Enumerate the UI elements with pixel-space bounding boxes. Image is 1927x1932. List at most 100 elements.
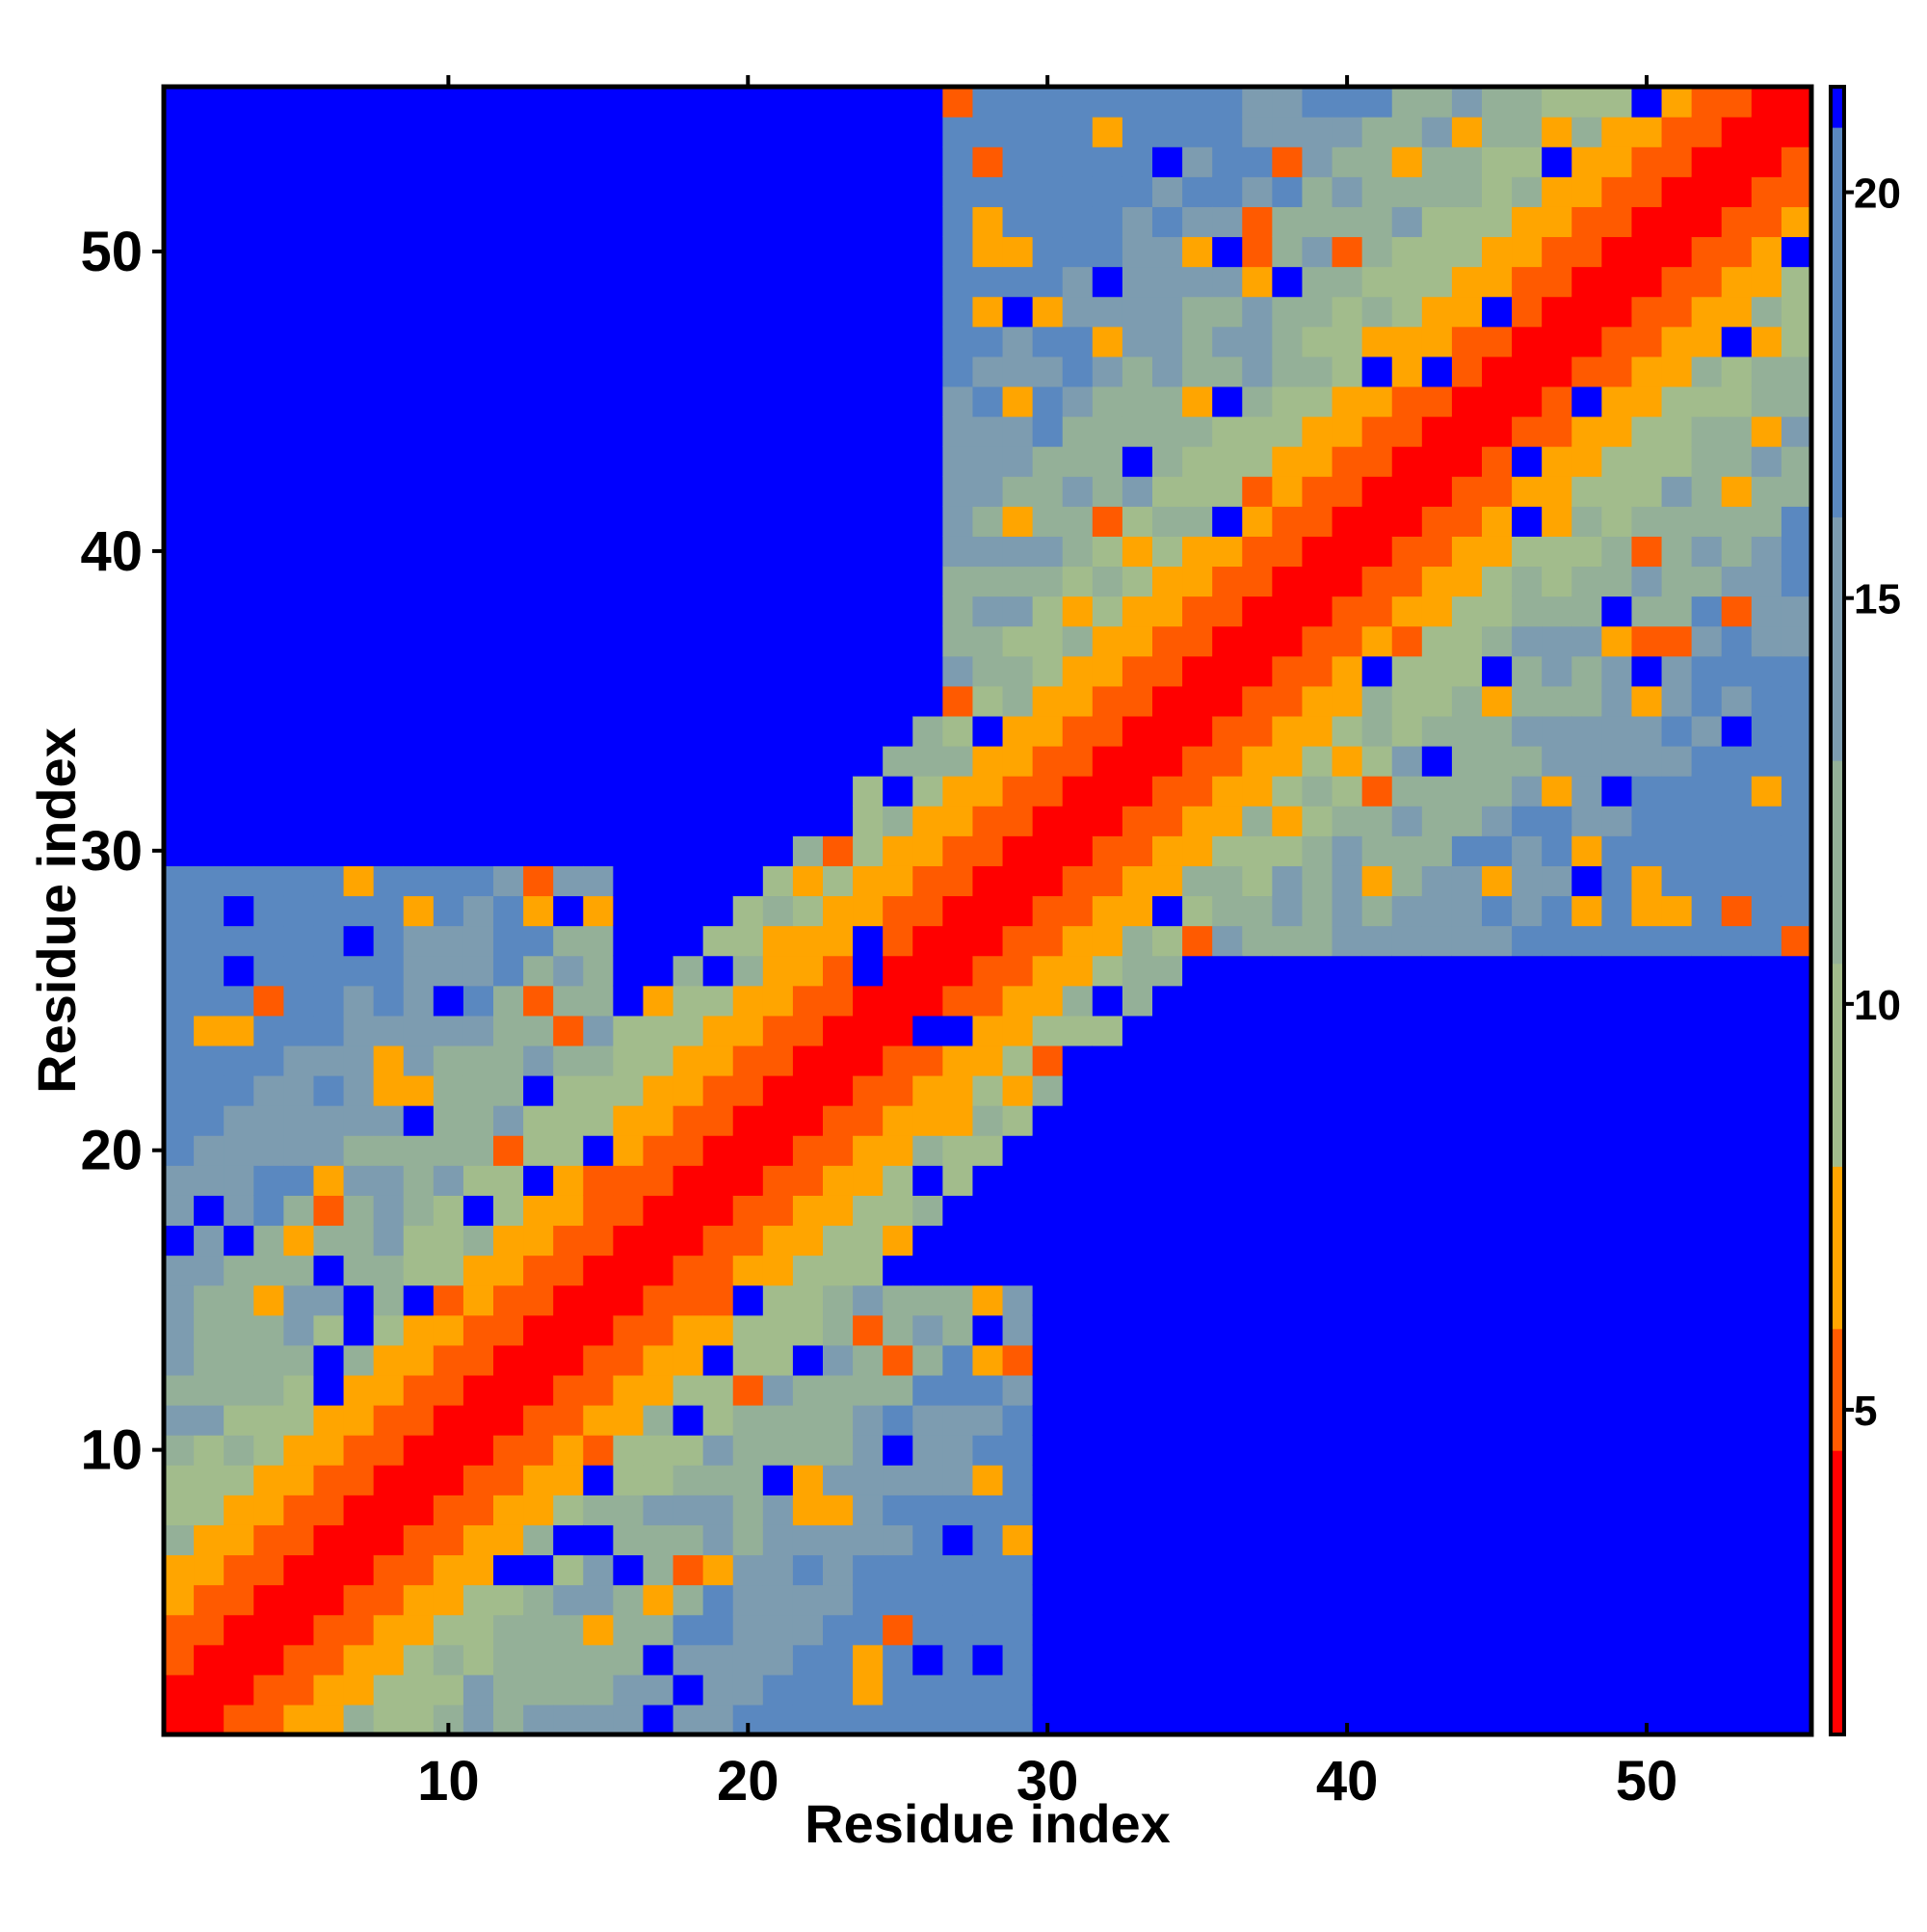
- heatmap-cell: [1032, 1374, 1064, 1406]
- heatmap-cell: [1242, 1524, 1273, 1556]
- heatmap-cell: [702, 865, 734, 897]
- heatmap-cell: [673, 1704, 704, 1735]
- heatmap-cell: [1661, 566, 1693, 597]
- heatmap-cell: [1482, 985, 1513, 1017]
- heatmap-cell: [1062, 1105, 1094, 1136]
- heatmap-cell: [853, 1105, 884, 1136]
- heatmap-cell: [1182, 536, 1213, 568]
- heatmap-cell: [1242, 356, 1273, 387]
- heatmap-cell: [1482, 1075, 1513, 1106]
- heatmap-cell: [1721, 835, 1753, 866]
- heatmap-cell: [912, 1165, 943, 1196]
- heatmap-cell: [1152, 176, 1183, 207]
- heatmap-cell: [853, 806, 884, 836]
- heatmap-cell: [1152, 1495, 1183, 1525]
- heatmap-cell: [1391, 1554, 1423, 1586]
- heatmap-cell: [702, 625, 734, 657]
- heatmap-cell: [343, 146, 375, 177]
- heatmap-cell: [1152, 865, 1183, 897]
- heatmap-cell: [1002, 416, 1034, 447]
- heatmap-cell: [373, 655, 405, 687]
- heatmap-cell: [373, 715, 405, 747]
- heatmap-cell: [343, 1015, 375, 1046]
- heatmap-cell: [1361, 806, 1393, 836]
- heatmap-cell: [1512, 1165, 1543, 1196]
- heatmap-cell: [942, 236, 974, 268]
- heatmap-cell: [1512, 356, 1543, 387]
- heatmap-cell: [912, 1314, 943, 1346]
- heatmap-cell: [1002, 835, 1034, 866]
- heatmap-cell: [224, 1314, 254, 1346]
- heatmap-cell: [164, 1284, 195, 1316]
- heatmap-cell: [1212, 566, 1243, 597]
- heatmap-cell: [1601, 1255, 1633, 1286]
- heatmap-cell: [823, 1644, 854, 1676]
- heatmap-cell: [1122, 146, 1153, 177]
- heatmap-cell: [613, 266, 645, 298]
- heatmap-cell: [942, 566, 974, 597]
- heatmap-cell: [164, 1075, 195, 1106]
- heatmap-cell: [1482, 446, 1513, 477]
- heatmap-cell: [283, 1135, 315, 1166]
- heatmap-cell: [403, 895, 435, 927]
- heatmap-cell: [883, 1284, 913, 1316]
- heatmap-cell: [1302, 1524, 1333, 1556]
- heatmap-cell: [1361, 1465, 1393, 1495]
- heatmap-cell: [1332, 955, 1363, 987]
- heatmap-cell: [433, 87, 464, 118]
- heatmap-cell: [972, 1075, 1004, 1106]
- heatmap-cell: [853, 746, 884, 777]
- heatmap-cell: [732, 655, 764, 687]
- heatmap-cell: [1451, 87, 1483, 118]
- heatmap-cell: [553, 266, 584, 298]
- heatmap-cell: [343, 1284, 375, 1316]
- heatmap-cell: [613, 416, 645, 447]
- heatmap-cell: [1002, 865, 1034, 897]
- heatmap-cell: [1302, 746, 1333, 777]
- heatmap-cell: [1421, 1584, 1453, 1616]
- heatmap-cell: [313, 1374, 345, 1406]
- heatmap-cell: [1601, 625, 1633, 657]
- heatmap-cell: [1062, 1435, 1094, 1466]
- heatmap-cell: [613, 715, 645, 747]
- heatmap-cell: [1332, 1674, 1363, 1706]
- heatmap-cell: [553, 326, 584, 357]
- heatmap-cell: [253, 1165, 284, 1196]
- heatmap-cell: [643, 1045, 674, 1076]
- heatmap-cell: [1571, 416, 1602, 447]
- heatmap-cell: [462, 536, 494, 568]
- heatmap-cell: [1631, 1524, 1663, 1556]
- heatmap-cell: [1272, 566, 1304, 597]
- heatmap-cell: [1482, 1135, 1513, 1166]
- heatmap-cell: [1212, 1165, 1243, 1196]
- heatmap-cell: [853, 655, 884, 687]
- heatmap-cell: [1781, 566, 1812, 597]
- heatmap-cell: [1242, 1374, 1273, 1406]
- heatmap-cell: [1391, 446, 1423, 477]
- heatmap-cell: [553, 296, 584, 328]
- heatmap-cell: [1182, 1344, 1213, 1376]
- heatmap-cell: [1361, 685, 1393, 717]
- heatmap-cell: [972, 566, 1004, 597]
- heatmap-cell: [433, 746, 464, 777]
- heatmap-cell: [224, 1374, 254, 1406]
- heatmap-cell: [883, 1435, 913, 1466]
- heatmap-cell: [1361, 1255, 1393, 1286]
- heatmap-cell: [1152, 895, 1183, 927]
- heatmap-cell: [823, 1554, 854, 1586]
- heatmap-cell: [283, 476, 315, 507]
- heatmap-cell: [1032, 176, 1064, 207]
- heatmap-cell: [1002, 1554, 1034, 1586]
- heatmap-cell: [1391, 1075, 1423, 1106]
- heatmap-cell: [1302, 1435, 1333, 1466]
- heatmap-cell: [1721, 595, 1753, 627]
- heatmap-cell: [313, 1344, 345, 1376]
- heatmap-cell: [942, 1374, 974, 1406]
- heatmap-cell: [1661, 236, 1693, 268]
- heatmap-cell: [1302, 1255, 1333, 1286]
- heatmap-cell: [732, 1584, 764, 1616]
- heatmap-cell: [1062, 117, 1094, 147]
- heatmap-cell: [1691, 1045, 1723, 1076]
- heatmap-cell: [853, 1674, 884, 1706]
- heatmap-cell: [673, 1465, 704, 1495]
